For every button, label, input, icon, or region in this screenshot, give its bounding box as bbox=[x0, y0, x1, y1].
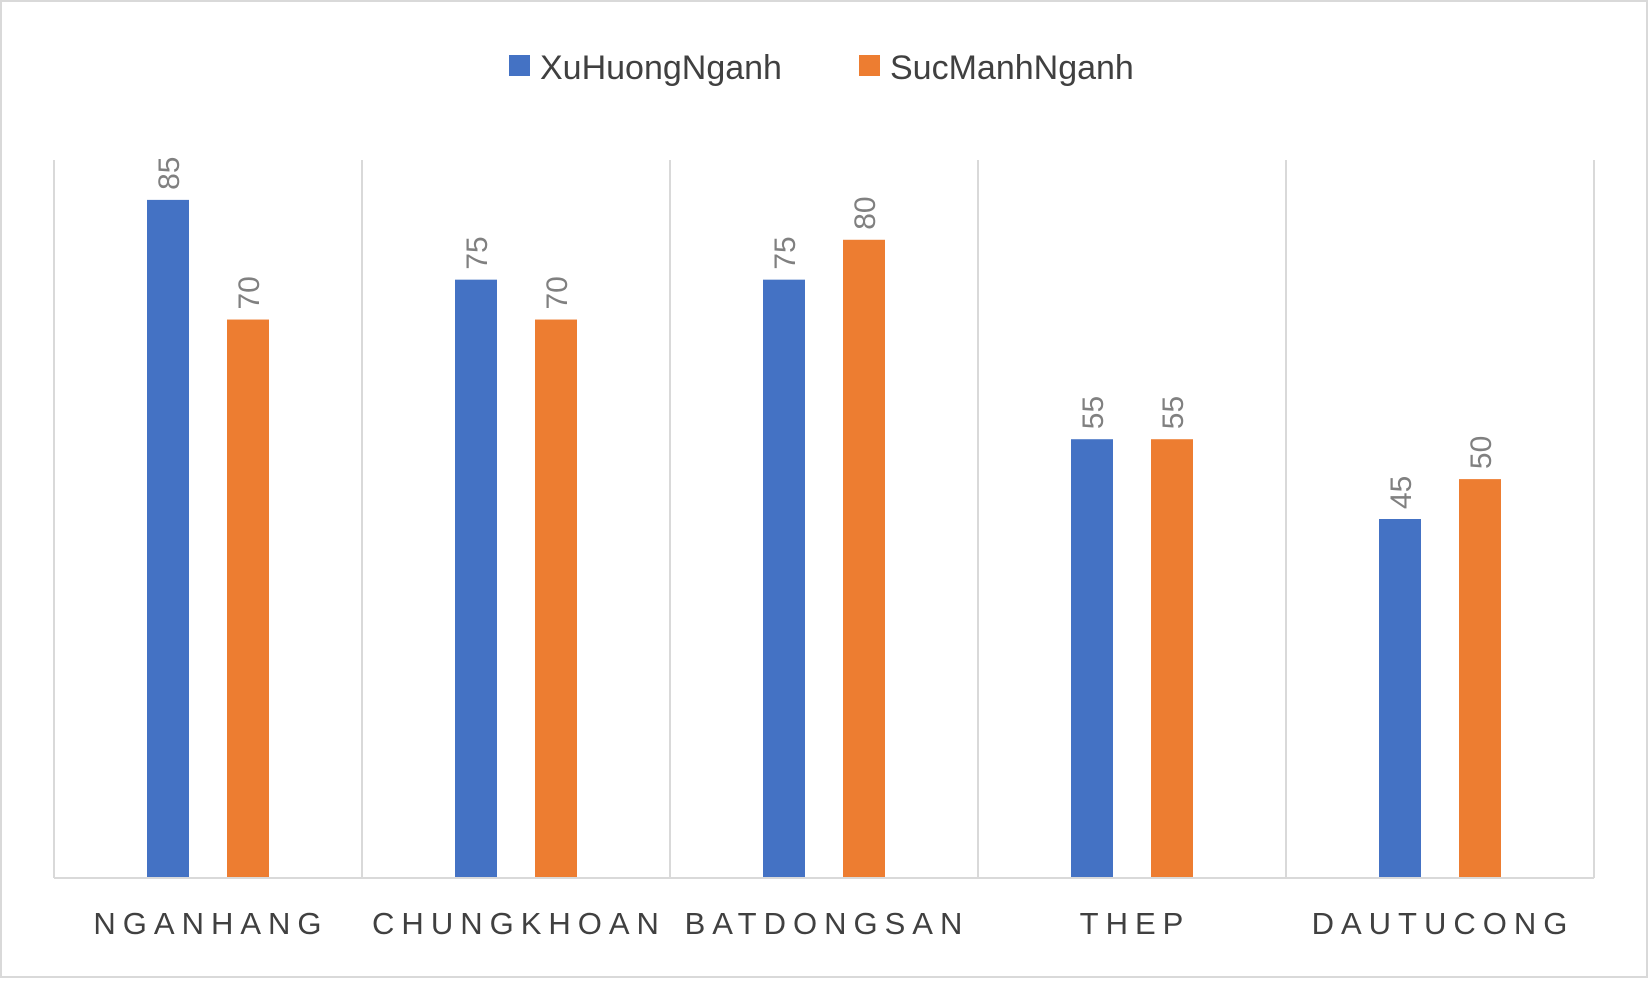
bar-xuhuongnganh-batdongsan bbox=[763, 279, 805, 879]
bar-xuhuongnganh-dautucong bbox=[1379, 519, 1421, 878]
legend: XuHuongNganh SucManhNganh bbox=[509, 49, 1134, 87]
data-label-sucmanhnganh-thep: 55 bbox=[1157, 396, 1190, 429]
bar-sucmanhnganh-batdongsan bbox=[843, 239, 885, 878]
data-label-sucmanhnganh-dautucong: 50 bbox=[1465, 436, 1498, 469]
legend-label-sucmanhnganh: SucManhNganh bbox=[890, 49, 1134, 87]
category-label-dautucong: DAUTUCONG bbox=[1312, 906, 1575, 941]
legend-swatch-xuhuongnganh bbox=[509, 55, 530, 76]
data-label-sucmanhnganh-nganhang: 70 bbox=[233, 276, 266, 309]
data-label-sucmanhnganh-chungkhoan: 70 bbox=[541, 276, 574, 309]
category-label-chungkhoan: CHUNGKHOAN bbox=[372, 906, 666, 941]
data-label-xuhuongnganh-dautucong: 45 bbox=[1385, 476, 1418, 509]
bar-sucmanhnganh-nganhang bbox=[227, 319, 269, 878]
data-label-xuhuongnganh-nganhang: 85 bbox=[153, 157, 186, 190]
bar-sucmanhnganh-thep bbox=[1151, 439, 1193, 878]
category-label-nganhang: NGANHANG bbox=[93, 906, 328, 941]
bar-xuhuongnganh-thep bbox=[1071, 439, 1113, 878]
bar-xuhuongnganh-nganhang bbox=[147, 199, 189, 878]
legend-swatch-sucmanhnganh bbox=[859, 55, 880, 76]
category-labels: NGANHANG CHUNGKHOAN BATDONGSAN THEP DAUTUCON… bbox=[93, 906, 1575, 941]
bar-sucmanhnganh-chungkhoan bbox=[535, 319, 577, 878]
data-label-sucmanhnganh-batdongsan: 80 bbox=[849, 196, 882, 229]
data-labels: 85 70 75 70 75 80 55 55 45 50 bbox=[153, 157, 1498, 509]
category-label-thep: THEP bbox=[1080, 906, 1191, 941]
category-label-batdongsan: BATDONGSAN bbox=[685, 906, 970, 941]
data-label-xuhuongnganh-chungkhoan: 75 bbox=[461, 236, 494, 269]
data-label-xuhuongnganh-thep: 55 bbox=[1077, 396, 1110, 429]
data-label-xuhuongnganh-batdongsan: 75 bbox=[769, 236, 802, 269]
bar-sucmanhnganh-dautucong bbox=[1459, 479, 1501, 878]
bars bbox=[147, 199, 1501, 879]
legend-label-xuhuongnganh: XuHuongNganh bbox=[540, 49, 782, 87]
category-gridlines bbox=[53, 160, 1595, 878]
bar-xuhuongnganh-chungkhoan bbox=[455, 279, 497, 879]
